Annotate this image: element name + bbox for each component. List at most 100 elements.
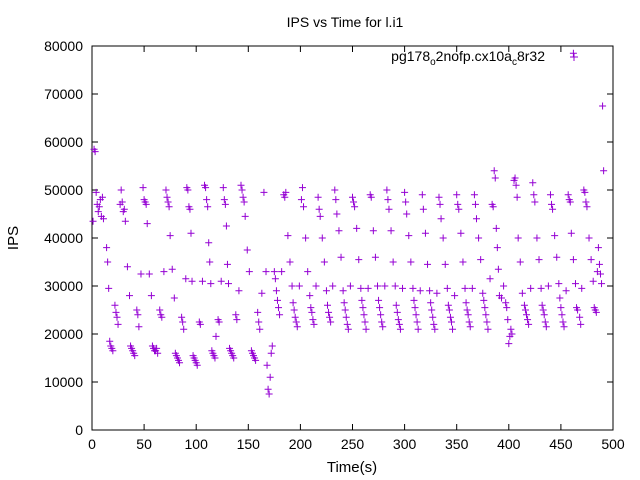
data-point-232 (409, 284, 417, 292)
data-point-220 (391, 282, 399, 290)
data-point-330 (549, 205, 557, 213)
data-point-188 (342, 313, 350, 321)
data-point-50 (153, 344, 161, 352)
data-point-90 (205, 239, 213, 247)
data-point-117 (239, 193, 247, 201)
data-point-350 (578, 284, 586, 292)
chart-title: IPS vs Time for l.i1 (287, 14, 404, 30)
data-point-91 (206, 258, 214, 266)
data-point-262 (453, 191, 461, 199)
data-point-105 (223, 260, 231, 268)
data-point-194 (351, 203, 359, 211)
data-point-42 (142, 200, 150, 208)
data-point-281 (481, 304, 489, 312)
data-point-28 (123, 263, 131, 271)
data-point-114 (235, 287, 243, 295)
data-point-357 (589, 277, 597, 285)
data-point-102 (220, 196, 228, 204)
data-point-243 (426, 287, 434, 295)
data-point-329 (548, 200, 556, 208)
data-point-294 (498, 294, 506, 302)
data-point-145 (278, 268, 286, 276)
data-point-170 (315, 205, 323, 213)
data-point-324 (540, 311, 548, 319)
data-point-245 (428, 306, 436, 314)
data-point-202 (362, 325, 370, 333)
x-tick-label-10: 500 (601, 436, 625, 452)
data-point-130 (258, 289, 266, 297)
data-point-228 (402, 198, 410, 206)
data-point-315 (527, 284, 535, 292)
data-point-136 (266, 373, 274, 381)
data-point-325 (541, 318, 549, 326)
data-point-99 (215, 318, 223, 326)
data-point-57 (163, 193, 171, 201)
y-tick-label-8: 80000 (44, 38, 83, 54)
data-point-153 (290, 306, 298, 314)
data-point-284 (484, 325, 492, 333)
data-point-181 (332, 196, 340, 204)
data-point-169 (314, 193, 322, 201)
data-point-193 (350, 198, 358, 206)
data-point-11 (103, 244, 111, 252)
data-point-56 (162, 186, 170, 194)
data-point-142 (273, 296, 281, 304)
data-point-189 (343, 320, 351, 328)
data-point-217 (385, 205, 393, 213)
data-point-129 (256, 325, 264, 333)
data-point-77 (188, 277, 196, 285)
data-point-320 (535, 256, 543, 264)
data-point-173 (320, 258, 328, 266)
data-point-195 (353, 224, 361, 232)
y-tick-label-4: 40000 (44, 230, 83, 246)
data-point-69 (179, 318, 187, 326)
data-point-9 (98, 193, 106, 201)
data-point-264 (455, 205, 463, 213)
data-point-235 (412, 311, 420, 319)
data-point-171 (316, 212, 324, 220)
data-point-285 (486, 275, 494, 283)
data-point-179 (329, 282, 337, 290)
x-tick-label-1: 50 (136, 436, 152, 452)
data-point-168 (312, 282, 320, 290)
data-point-255 (443, 284, 451, 292)
data-point-14 (106, 337, 114, 345)
data-point-367 (600, 167, 608, 175)
y-tick-label-0: 0 (75, 422, 83, 438)
data-point-249 (433, 289, 441, 297)
data-point-151 (288, 282, 296, 290)
y-tick-label-1: 10000 (44, 374, 83, 390)
data-point-87 (202, 184, 210, 192)
data-point-298 (504, 316, 512, 324)
data-point-103 (221, 200, 229, 208)
x-tick-label-6: 300 (393, 436, 417, 452)
data-point-363 (595, 260, 603, 268)
data-point-337 (559, 318, 567, 326)
legend-part-sub1: o (430, 57, 436, 68)
x-axis-label: Time(s) (327, 459, 377, 476)
data-point-154 (291, 313, 299, 321)
data-point-89 (204, 203, 212, 211)
data-point-352 (581, 188, 589, 196)
legend-part-end: 8r32 (517, 48, 545, 64)
data-point-275 (471, 200, 479, 208)
data-point-276 (472, 215, 480, 223)
data-point-134 (264, 385, 272, 393)
data-point-43 (143, 220, 151, 228)
data-point-242 (424, 260, 432, 268)
data-point-106 (225, 280, 233, 288)
data-point-224 (395, 320, 403, 328)
data-point-100 (217, 277, 225, 285)
data-point-279 (479, 289, 487, 297)
data-point-116 (238, 186, 246, 194)
data-point-157 (295, 282, 303, 290)
data-point-54 (158, 313, 166, 321)
x-tick-label-0: 0 (88, 436, 96, 452)
data-point-318 (531, 198, 539, 206)
data-point-19 (112, 308, 120, 316)
data-point-338 (560, 323, 568, 331)
data-point-309 (518, 289, 526, 297)
data-point-274 (470, 191, 478, 199)
y-tick-label-2: 20000 (44, 326, 83, 342)
data-point-175 (323, 301, 331, 309)
